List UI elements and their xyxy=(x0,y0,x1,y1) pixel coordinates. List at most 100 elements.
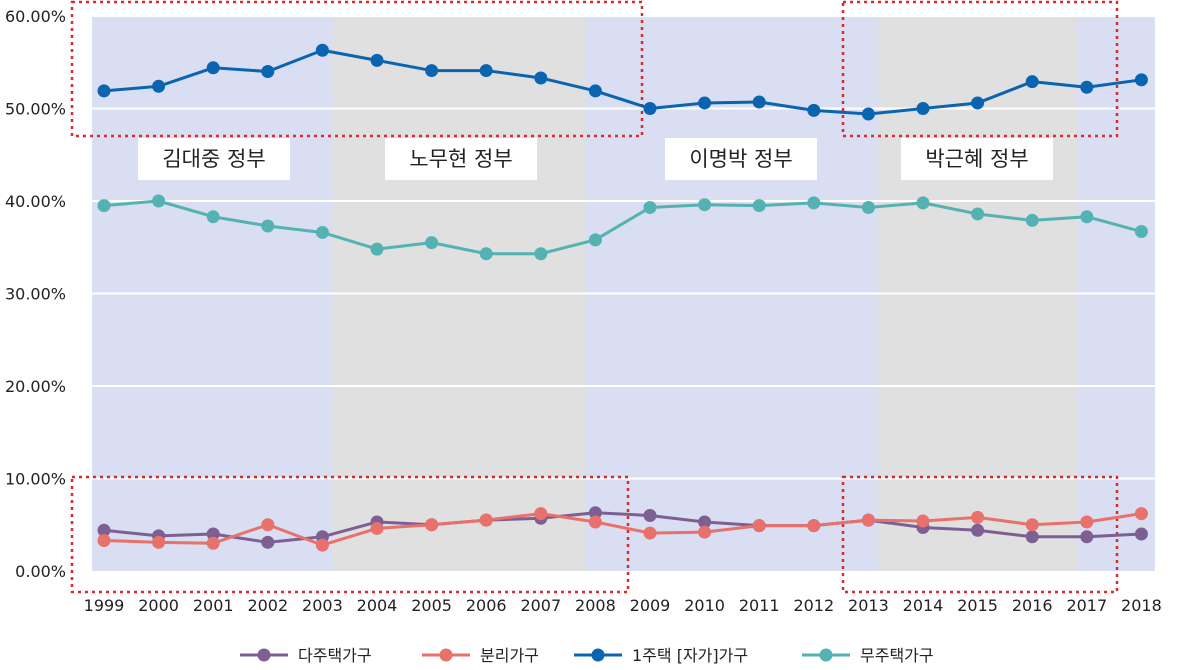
data-point xyxy=(97,533,111,547)
data-point xyxy=(425,64,439,78)
legend: 다주택가구 분리가구 1주택 [자가]가구 무주택가구 xyxy=(240,646,934,665)
data-point xyxy=(152,535,166,549)
data-point xyxy=(315,538,329,552)
data-point xyxy=(971,523,985,537)
data-point xyxy=(861,107,875,121)
data-point xyxy=(1025,530,1039,544)
data-point xyxy=(807,519,821,533)
y-tick-label: 10.00% xyxy=(5,470,66,489)
y-tick-label: 40.00% xyxy=(5,192,66,211)
data-point xyxy=(643,200,657,214)
data-point xyxy=(971,96,985,110)
x-tick-label: 2004 xyxy=(357,596,398,615)
data-point xyxy=(97,523,111,537)
data-point xyxy=(479,247,493,261)
data-point xyxy=(370,521,384,535)
data-point xyxy=(588,233,602,247)
period-label-box xyxy=(901,138,1053,180)
data-point xyxy=(1025,75,1039,89)
period-label: 박근혜 정부 xyxy=(925,147,1028,171)
highlight-box xyxy=(841,0,1119,138)
x-tick-label: 2008 xyxy=(575,596,616,615)
data-point xyxy=(1134,225,1148,239)
data-point xyxy=(588,84,602,98)
data-point xyxy=(152,79,166,93)
data-point xyxy=(206,536,220,550)
data-point xyxy=(752,95,766,109)
y-tick-label: 50.00% xyxy=(5,100,66,119)
data-point xyxy=(916,102,930,115)
period-label: 이명박 정부 xyxy=(689,147,792,171)
data-point xyxy=(206,61,220,75)
x-axis: 1999 2000 2001 2002 2003 2004 2005 2006 2007 2008… xyxy=(84,596,1162,615)
series-line xyxy=(103,199,1142,256)
series-line xyxy=(103,512,1142,547)
data-point xyxy=(1134,73,1148,87)
data-point xyxy=(698,525,712,539)
data-point xyxy=(861,200,875,214)
y-tick-label: 20.00% xyxy=(5,377,66,396)
data-point xyxy=(206,210,220,224)
data-point xyxy=(698,198,712,212)
y-tick-label: 30.00% xyxy=(5,285,66,304)
data-point xyxy=(479,513,493,527)
data-point xyxy=(1080,80,1094,94)
x-tick-label: 2011 xyxy=(739,596,780,615)
data-point xyxy=(534,71,548,85)
legend-swatch-marker xyxy=(439,648,453,662)
data-point xyxy=(534,247,548,261)
data-point xyxy=(261,535,275,549)
data-point xyxy=(1134,527,1148,541)
data-point xyxy=(152,194,166,208)
data-point xyxy=(1080,530,1094,544)
x-tick-label: 2009 xyxy=(630,596,671,615)
data-point xyxy=(534,507,548,521)
x-tick-label: 2007 xyxy=(520,596,561,615)
data-point xyxy=(971,207,985,221)
data-point xyxy=(698,96,712,110)
data-point xyxy=(1025,518,1039,532)
x-tick-label: 2000 xyxy=(138,596,179,615)
y-tick-label: 0.00% xyxy=(15,562,66,581)
data-point xyxy=(261,65,275,78)
data-point xyxy=(315,43,329,57)
x-tick-label: 2014 xyxy=(903,596,944,615)
data-point xyxy=(752,519,766,533)
series-lines xyxy=(97,43,1148,552)
data-point xyxy=(1134,507,1148,521)
x-tick-label: 2012 xyxy=(793,596,834,615)
data-point xyxy=(97,84,111,98)
x-tick-label: 2003 xyxy=(302,596,343,615)
data-point xyxy=(261,518,275,532)
x-tick-label: 2017 xyxy=(1066,596,1107,615)
x-tick-label: 2001 xyxy=(193,596,234,615)
data-point xyxy=(370,242,384,256)
period-labels: 김대중 정부 노무현 정부 이명박 정부 박근혜 정부 xyxy=(138,138,1053,180)
data-point xyxy=(643,526,657,540)
data-point xyxy=(643,102,657,115)
data-point xyxy=(315,225,329,239)
data-point xyxy=(370,53,384,67)
data-point xyxy=(916,514,930,528)
data-point xyxy=(1080,515,1094,529)
x-tick-label: 2015 xyxy=(957,596,998,615)
data-point xyxy=(261,219,275,233)
x-tick-label: 2013 xyxy=(848,596,889,615)
legend-label: 분리가구 xyxy=(480,646,539,665)
data-point xyxy=(588,515,602,529)
period-label-box xyxy=(665,138,817,180)
legend-label: 1주택 [자가]가구 xyxy=(632,646,748,665)
legend-swatch-marker xyxy=(591,648,605,662)
data-point xyxy=(425,518,439,532)
data-point xyxy=(861,513,875,527)
data-point xyxy=(1025,213,1039,227)
data-point xyxy=(479,64,493,78)
data-point xyxy=(97,199,111,213)
series-line xyxy=(103,48,1142,116)
data-point xyxy=(206,527,220,541)
data-point xyxy=(425,236,439,250)
legend-swatch-marker xyxy=(819,648,833,662)
y-tick-label: 60.00% xyxy=(5,7,66,26)
x-tick-label: 2010 xyxy=(684,596,725,615)
